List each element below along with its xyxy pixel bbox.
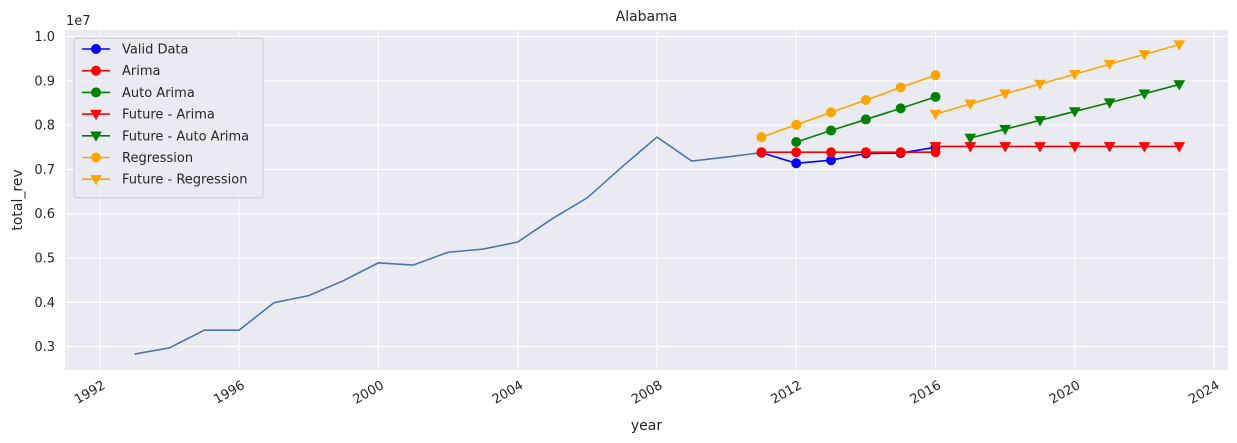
data-point xyxy=(860,94,871,105)
legend-item: Auto Arima xyxy=(82,86,195,101)
data-point xyxy=(1034,79,1046,91)
data-point xyxy=(826,107,837,118)
y-tick-label: 1.0 xyxy=(34,30,55,45)
legend-label: Arima xyxy=(122,64,160,79)
data-point xyxy=(1138,89,1151,100)
y-tick-label: 0.9 xyxy=(34,74,55,89)
legend-label: Regression xyxy=(122,151,193,166)
x-tick-label: 2020 xyxy=(1047,378,1083,408)
data-point xyxy=(1034,142,1046,153)
x-axis-label: year xyxy=(631,418,662,434)
legend-item: Arima xyxy=(82,64,160,79)
legend-label: Future - Arima xyxy=(122,108,215,123)
legend-item: Future - Regression xyxy=(82,173,247,188)
data-point xyxy=(1103,142,1116,153)
x-tick-label: 2016 xyxy=(908,378,944,408)
data-point xyxy=(826,147,837,158)
data-point xyxy=(1103,98,1116,109)
y-tick-label: 0.7 xyxy=(34,163,55,178)
y-axis-label: total_rev xyxy=(10,169,26,230)
x-tick-label: 2012 xyxy=(768,378,804,408)
data-point xyxy=(930,91,941,102)
legend-label: Valid Data xyxy=(122,43,189,58)
legend-label: Future - Regression xyxy=(122,173,247,188)
data-point xyxy=(90,174,102,186)
data-point xyxy=(756,147,767,158)
legend-item: Valid Data xyxy=(82,43,189,58)
legend: Valid Data Arima Auto Arima Future - Arima F… xyxy=(73,37,264,199)
series-line xyxy=(935,43,1180,115)
data-point xyxy=(930,70,941,81)
series xyxy=(929,40,1186,121)
x-tick-label: 1996 xyxy=(211,378,247,408)
data-point xyxy=(964,133,977,145)
legend-label: Future - Auto Arima xyxy=(122,129,249,144)
x-tick-label: 2000 xyxy=(351,378,387,408)
y-tick-label: 0.8 xyxy=(34,119,55,134)
data-point xyxy=(791,147,802,158)
series-line xyxy=(761,74,936,138)
series xyxy=(756,70,941,143)
series xyxy=(929,142,1186,153)
x-tick-label: 2004 xyxy=(490,378,526,408)
data-point xyxy=(1173,142,1186,153)
data-point xyxy=(1034,116,1046,127)
data-point xyxy=(1173,80,1186,91)
data-point xyxy=(91,65,101,76)
data-point xyxy=(999,89,1012,100)
y-tick-label: 0.3 xyxy=(34,340,55,355)
legend-item: Regression xyxy=(82,151,193,166)
data-point xyxy=(756,132,767,143)
series xyxy=(134,136,762,355)
data-point xyxy=(929,109,942,121)
y-tick-label: 0.5 xyxy=(34,251,55,266)
data-point xyxy=(791,137,802,148)
data-point xyxy=(1138,142,1151,153)
data-point xyxy=(90,109,102,121)
x-tick-label: 2024 xyxy=(1186,378,1222,408)
series-line xyxy=(134,136,762,355)
data-point xyxy=(1173,40,1186,51)
legend-box xyxy=(73,37,264,199)
data-point xyxy=(999,142,1012,153)
x-tick-label: 1992 xyxy=(72,378,108,408)
y-tick-label: 0.6 xyxy=(34,207,55,222)
series-layer xyxy=(134,40,1186,355)
data-point xyxy=(1068,142,1081,153)
data-point xyxy=(91,87,101,98)
data-point xyxy=(895,103,906,114)
data-point xyxy=(791,119,802,130)
data-point xyxy=(91,152,101,163)
data-point xyxy=(999,124,1012,136)
data-point xyxy=(1068,107,1081,118)
legend-item: Future - Arima xyxy=(82,108,215,123)
data-point xyxy=(895,147,906,158)
data-point xyxy=(91,44,101,54)
data-point xyxy=(1068,70,1081,81)
chart-title: Alabama xyxy=(616,9,678,25)
data-point xyxy=(860,147,871,158)
data-point xyxy=(791,158,802,169)
legend-item: Future - Auto Arima xyxy=(82,129,249,144)
data-point xyxy=(929,142,942,153)
data-point xyxy=(90,131,102,142)
data-point xyxy=(826,125,837,136)
data-point xyxy=(964,99,977,110)
data-point xyxy=(1138,50,1151,61)
legend-label: Auto Arima xyxy=(122,86,195,101)
y-scale-multiplier: 1e7 xyxy=(66,14,91,29)
data-point xyxy=(860,114,871,125)
series xyxy=(964,80,1186,145)
data-point xyxy=(895,82,906,93)
series xyxy=(791,91,941,148)
data-point xyxy=(1103,59,1116,71)
x-tick-label: 2008 xyxy=(629,378,665,408)
y-tick-label: 0.4 xyxy=(34,296,55,311)
